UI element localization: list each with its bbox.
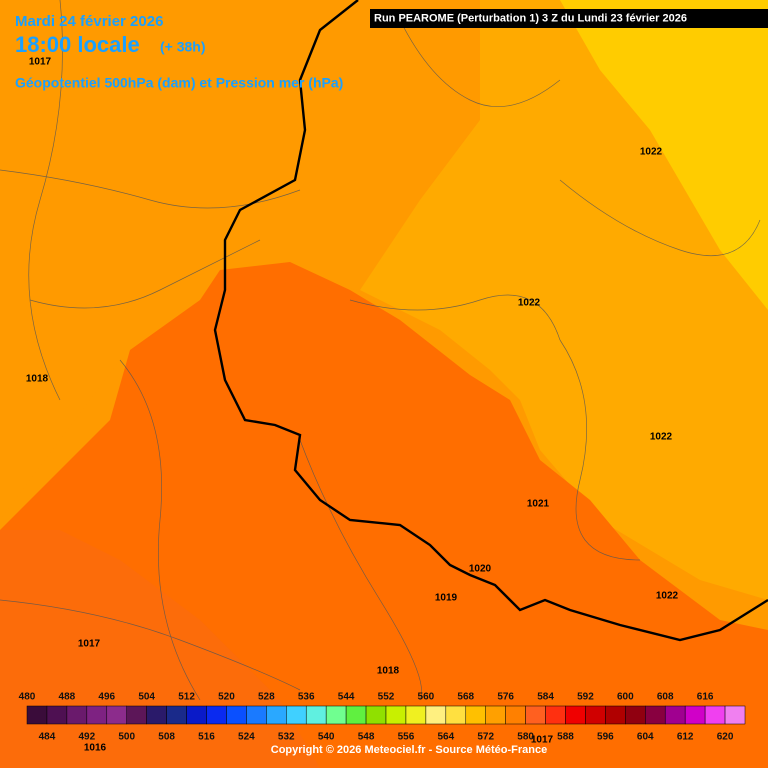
colorbar-label: 608	[657, 692, 674, 703]
colorbar-label: 552	[378, 692, 395, 703]
colorbar-swatch	[485, 705, 506, 725]
colorbar-label: 548	[358, 732, 375, 743]
colorbar-label: 620	[717, 732, 734, 743]
colorbar-swatch	[86, 705, 108, 725]
colorbar-label: 600	[617, 692, 634, 703]
colorbar-swatch	[186, 705, 207, 725]
colorbar-label: 596	[597, 732, 614, 743]
colorbar-label: 492	[78, 732, 95, 743]
colorbar-swatch	[425, 705, 447, 725]
colorbar-swatch	[66, 705, 88, 725]
isobar-label: 1018	[377, 666, 400, 677]
isobar-label: 1020	[469, 564, 492, 575]
colorbar-swatch	[206, 705, 227, 725]
isobar-label: 1016	[84, 743, 107, 754]
colorbar-swatch	[246, 705, 267, 725]
colorbar-label: 540	[318, 732, 335, 743]
colorbar-swatch	[385, 705, 407, 725]
isobar-label: 1022	[650, 432, 673, 443]
offset: (+ 38h)	[160, 39, 206, 55]
colorbar-label: 564	[437, 732, 454, 743]
colorbar-swatch	[286, 705, 307, 725]
colorbar-label: 568	[457, 692, 474, 703]
colorbar-label: 480	[19, 692, 36, 703]
copyright: Copyright © 2026 Meteociel.fr - Source M…	[271, 744, 547, 756]
colorbar-swatch	[445, 705, 467, 725]
colorbar-swatch	[146, 705, 167, 725]
colorbar-swatch	[704, 705, 726, 725]
isobar-label: 1018	[26, 374, 49, 385]
isobar-label: 1019	[435, 593, 458, 604]
colorbar-swatch	[126, 705, 147, 725]
date: Mardi 24 février 2026	[15, 13, 163, 30]
colorbar-label: 484	[39, 732, 56, 743]
colorbar-swatch	[166, 705, 187, 725]
colorbar-swatch	[465, 705, 486, 725]
colorbar-swatch	[684, 705, 706, 725]
colorbar-swatch	[365, 705, 387, 725]
colorbar-swatch	[26, 705, 48, 725]
colorbar-label: 544	[338, 692, 355, 703]
colorbar-label: 524	[238, 732, 255, 743]
isobar-label: 1022	[640, 147, 663, 158]
zone-564	[560, 0, 768, 310]
colorbar-swatch	[585, 705, 606, 725]
colorbar-swatch	[605, 705, 626, 725]
colorbar-swatch	[266, 705, 287, 725]
colorbar-label: 520	[218, 692, 235, 703]
colorbar-swatch	[525, 705, 546, 725]
colorbar-label: 588	[557, 732, 574, 743]
field: Géopotentiel 500hPa (dam) et Pression me…	[15, 75, 343, 91]
run-box	[370, 9, 768, 28]
colorbar-swatch	[305, 705, 327, 725]
isobar-label: 1021	[527, 499, 550, 510]
colorbar-label: 572	[477, 732, 494, 743]
colorbar-label: 556	[398, 732, 415, 743]
colorbar-label: 580	[517, 732, 534, 743]
colorbar-label: 532	[278, 732, 295, 743]
colorbar-label: 584	[537, 692, 554, 703]
colorbar-swatch	[565, 705, 586, 725]
national-border	[213, 0, 768, 642]
colorbar-label: 516	[198, 732, 215, 743]
time: 18:00 locale	[15, 32, 140, 57]
colorbar-swatch	[325, 705, 347, 725]
colorbar-label: 592	[577, 692, 594, 703]
isobar-label: 1017	[531, 735, 554, 746]
colorbar-swatch	[545, 705, 566, 725]
isobar-label: 1022	[518, 298, 541, 309]
colorbar-label: 560	[418, 692, 435, 703]
colorbar-swatch	[645, 705, 666, 725]
colorbar-label: 504	[138, 692, 155, 703]
admin-borders	[0, 0, 761, 701]
colorbar-swatch	[405, 705, 427, 725]
colorbar-label: 500	[118, 732, 135, 743]
colorbar-swatch	[106, 705, 127, 725]
colorbar-label: 512	[178, 692, 195, 703]
colorbar-swatch	[724, 705, 746, 725]
colorbar-swatch	[625, 705, 646, 725]
isobar-label: 1022	[656, 591, 679, 602]
colorbar-swatch	[46, 705, 68, 725]
isobar-label: 1017	[29, 57, 52, 68]
colorbar-label: 496	[98, 692, 115, 703]
colorbar-label: 612	[677, 732, 694, 743]
colorbar-swatch	[664, 705, 686, 725]
colorbar-swatch	[226, 705, 247, 725]
colorbar-label: 604	[637, 732, 654, 743]
colorbar-swatch	[345, 705, 367, 725]
run-info: Run PEAROME (Perturbation 1) 3 Z du Lund…	[374, 12, 687, 24]
colorbar-label: 528	[258, 692, 275, 703]
colorbar-label: 536	[298, 692, 315, 703]
colorbar-label: 508	[158, 732, 175, 743]
colorbar-label: 576	[497, 692, 514, 703]
colorbar-label: 616	[697, 692, 714, 703]
colorbar-label: 488	[59, 692, 76, 703]
isobar-label: 1017	[78, 639, 101, 650]
colorbar-swatch	[505, 705, 526, 725]
